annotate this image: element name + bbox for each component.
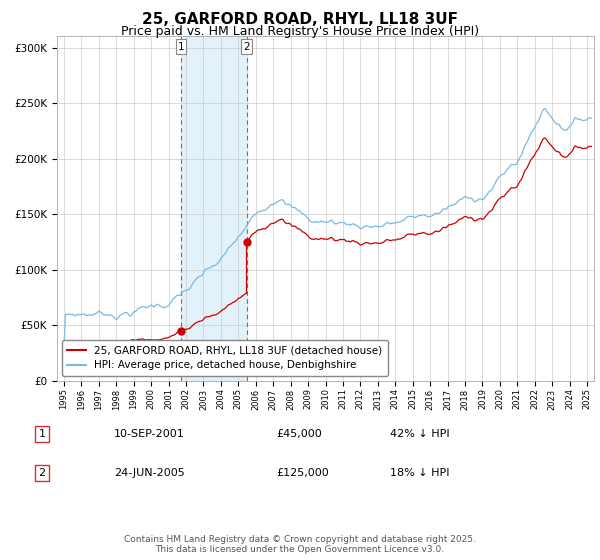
Text: £45,000: £45,000	[276, 429, 322, 439]
Text: 2: 2	[38, 468, 46, 478]
Text: 25, GARFORD ROAD, RHYL, LL18 3UF: 25, GARFORD ROAD, RHYL, LL18 3UF	[142, 12, 458, 27]
Text: £125,000: £125,000	[276, 468, 329, 478]
Bar	[181, 36, 247, 381]
Text: 24-JUN-2005: 24-JUN-2005	[114, 468, 185, 478]
Text: Contains HM Land Registry data © Crown copyright and database right 2025.
This d: Contains HM Land Registry data © Crown c…	[124, 535, 476, 554]
Text: 18% ↓ HPI: 18% ↓ HPI	[390, 468, 449, 478]
Text: 1: 1	[38, 429, 46, 439]
Text: 10-SEP-2001: 10-SEP-2001	[114, 429, 185, 439]
Legend: 25, GARFORD ROAD, RHYL, LL18 3UF (detached house), HPI: Average price, detached : 25, GARFORD ROAD, RHYL, LL18 3UF (detach…	[62, 340, 388, 376]
Text: 1: 1	[178, 41, 184, 52]
Text: 42% ↓ HPI: 42% ↓ HPI	[390, 429, 449, 439]
Text: 2: 2	[243, 41, 250, 52]
Text: Price paid vs. HM Land Registry's House Price Index (HPI): Price paid vs. HM Land Registry's House …	[121, 25, 479, 38]
